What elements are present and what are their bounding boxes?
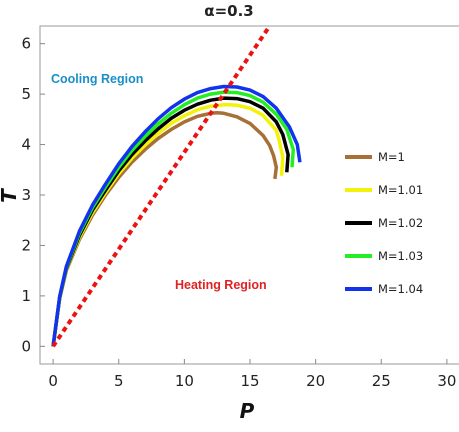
y-tick-label: 5 [21,85,31,103]
x-tick-label: 20 [306,372,325,390]
series-line-1 [51,111,279,347]
x-tick-label: 30 [437,372,456,390]
series-line-5 [51,84,302,347]
y-tick-label: 2 [21,236,31,254]
axis-ticks: 0 5 10 15 20 25 30 0 1 2 3 4 5 6 [21,35,456,390]
x-tick-label: 15 [240,372,259,390]
y-tick-label: 3 [21,186,31,204]
legend-label: M=1.02 [378,216,423,230]
x-tick-label: 0 [48,372,58,390]
y-tick-label: 1 [21,287,31,305]
y-tick-label: 4 [21,136,31,154]
chart-title: α=0.3 [204,2,253,20]
x-tick-label: 25 [372,372,391,390]
inversion-line [51,24,272,348]
legend-label: M=1.01 [378,183,423,197]
series-layer [51,24,302,348]
cooling-region-label: Cooling Region [51,72,143,86]
legend-label: M=1 [378,150,405,164]
x-axis-label: P [240,399,255,423]
x-tick-label: 5 [114,372,124,390]
y-tick-label: 0 [21,337,31,355]
x-tick-label: 10 [175,372,194,390]
legend: M=1 M=1.01 M=1.02 M=1.03 M=1.04 [345,150,423,296]
heating-region-label: Heating Region [175,278,267,292]
legend-label: M=1.03 [378,249,423,263]
series-line-2 [51,102,285,347]
y-axis-label: T [0,188,21,203]
legend-label: M=1.04 [378,282,423,296]
y-tick-label: 6 [21,35,31,53]
